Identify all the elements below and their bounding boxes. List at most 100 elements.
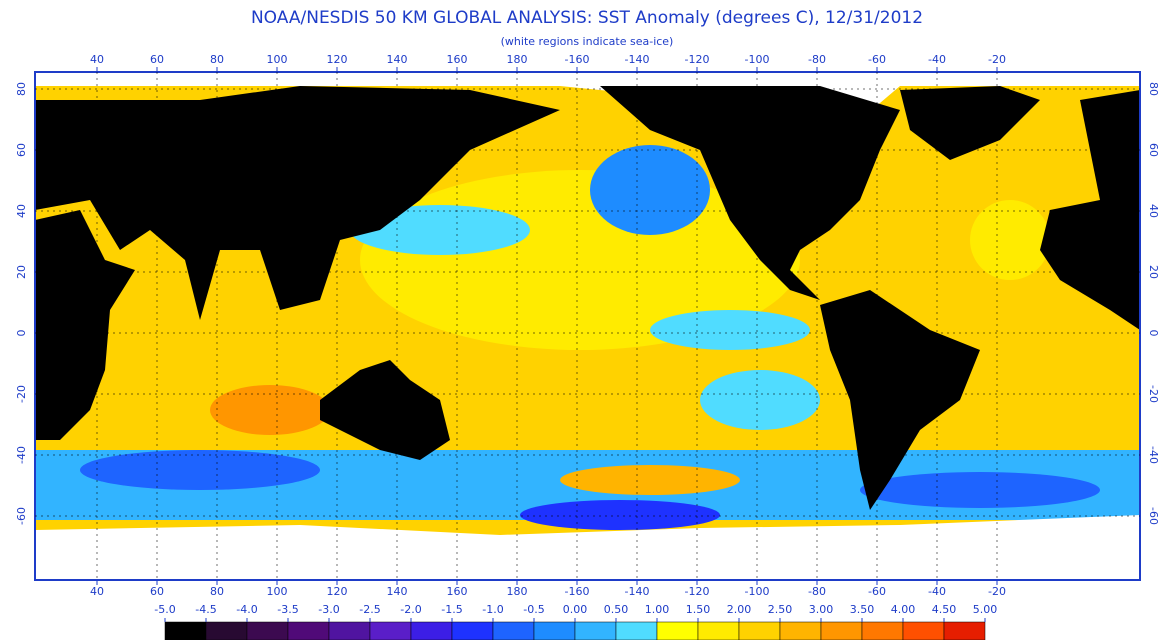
colorbar-swatch: [287, 621, 330, 640]
colorbar-swatch: [943, 621, 986, 640]
land-north-america: [600, 86, 900, 300]
lon-label: -100: [745, 53, 770, 66]
lat-label: 20: [1147, 265, 1160, 279]
colorbar-label: -0.5: [523, 603, 544, 616]
colorbar-label: 5.00: [973, 603, 998, 616]
colorbar-swatch: [451, 621, 494, 640]
colorbar-label: -4.0: [236, 603, 257, 616]
colorbar-label: 4.50: [932, 603, 957, 616]
colorbar-label: -1.5: [441, 603, 462, 616]
lon-label: -100: [745, 585, 770, 598]
lon-label: -20: [988, 53, 1006, 66]
land-africa: [35, 210, 135, 440]
lon-label: 120: [327, 53, 348, 66]
sea-ice: [35, 515, 1140, 550]
colorbar-label: 3.00: [809, 603, 834, 616]
lon-label: -120: [685, 53, 710, 66]
colorbar-label: 1.50: [686, 603, 711, 616]
lat-label: -40: [1147, 446, 1160, 464]
lon-label: 40: [90, 53, 104, 66]
lon-label: -140: [625, 585, 650, 598]
colorbar-label: 2.50: [768, 603, 793, 616]
lon-label: -160: [565, 585, 590, 598]
lat-label: 20: [15, 265, 28, 279]
map-frame: [34, 71, 1141, 581]
colorbar-swatch: [615, 621, 658, 640]
lon-label: -60: [868, 53, 886, 66]
colorbar-swatch: [697, 621, 740, 640]
colorbar-swatch: [164, 621, 207, 640]
lon-label: 60: [150, 585, 164, 598]
lon-label: 140: [387, 53, 408, 66]
colorbar-label: -2.5: [359, 603, 380, 616]
lat-label: 40: [15, 204, 28, 218]
colorbar-label: 1.00: [645, 603, 670, 616]
colorbar-swatch: [205, 621, 248, 640]
land-south-america: [820, 290, 980, 510]
sea-ice: [35, 72, 1140, 86]
colorbar-swatch: [369, 621, 412, 640]
lon-label: -160: [565, 53, 590, 66]
lat-label: 60: [15, 143, 28, 157]
land-greenland: [900, 86, 1040, 160]
lon-label: 180: [507, 53, 528, 66]
lon-label: -80: [808, 53, 826, 66]
lat-label: -60: [15, 507, 28, 525]
colorbar-swatch: [492, 621, 535, 640]
lon-label: 100: [267, 53, 288, 66]
colorbar-swatch: [779, 621, 822, 640]
colorbar-label: -2.0: [400, 603, 421, 616]
lat-label: 0: [15, 330, 28, 337]
lon-label: -20: [988, 585, 1006, 598]
lon-label: 60: [150, 53, 164, 66]
lat-label: 80: [1147, 82, 1160, 96]
colorbar-label: 2.00: [727, 603, 752, 616]
colorbar-label: 0.50: [604, 603, 629, 616]
lat-label: -40: [15, 446, 28, 464]
ocean-patch: [560, 465, 740, 495]
colorbar-swatch: [246, 621, 289, 640]
land-eurasia: [35, 86, 560, 320]
colorbar-swatch: [533, 621, 576, 640]
lon-label: -40: [928, 585, 946, 598]
title: NOAA/NESDIS 50 KM GLOBAL ANALYSIS: SST A…: [251, 8, 923, 28]
lon-label: -120: [685, 585, 710, 598]
lon-label: -80: [808, 585, 826, 598]
ocean-patch: [860, 472, 1100, 508]
land-australia: [320, 360, 450, 460]
colorbar-label: 3.50: [850, 603, 875, 616]
ocean-patch: [210, 385, 330, 435]
colorbar-label: -3.0: [318, 603, 339, 616]
colorbar-label: -4.5: [195, 603, 216, 616]
colorbar-swatch: [328, 621, 371, 640]
lon-label: 140: [387, 585, 408, 598]
colorbar-swatch: [820, 621, 863, 640]
subtitle: (white regions indicate sea-ice): [501, 35, 674, 48]
colorbar-label: 4.00: [891, 603, 916, 616]
ocean-patch: [520, 500, 720, 530]
colorbar-swatch: [574, 621, 617, 640]
ocean-patch: [650, 310, 810, 350]
lon-label: -40: [928, 53, 946, 66]
ocean-patch: [590, 145, 710, 235]
colorbar-swatch: [861, 621, 904, 640]
colorbar-label: -3.5: [277, 603, 298, 616]
lon-label: 80: [210, 53, 224, 66]
colorbar-swatch: [410, 621, 453, 640]
lon-label: 160: [447, 53, 468, 66]
lat-label: 60: [1147, 143, 1160, 157]
lon-label: -60: [868, 585, 886, 598]
lat-label: 0: [1147, 330, 1160, 337]
lat-label: -20: [15, 385, 28, 403]
map: [34, 71, 1141, 581]
lat-label: -20: [1147, 385, 1160, 403]
colorbar-label: -5.0: [154, 603, 175, 616]
colorbar-swatch: [902, 621, 945, 640]
lon-label: 100: [267, 585, 288, 598]
lon-label: 180: [507, 585, 528, 598]
colorbar-swatch: [738, 621, 781, 640]
lat-label: 80: [15, 82, 28, 96]
lon-label: 160: [447, 585, 468, 598]
lon-label: 80: [210, 585, 224, 598]
